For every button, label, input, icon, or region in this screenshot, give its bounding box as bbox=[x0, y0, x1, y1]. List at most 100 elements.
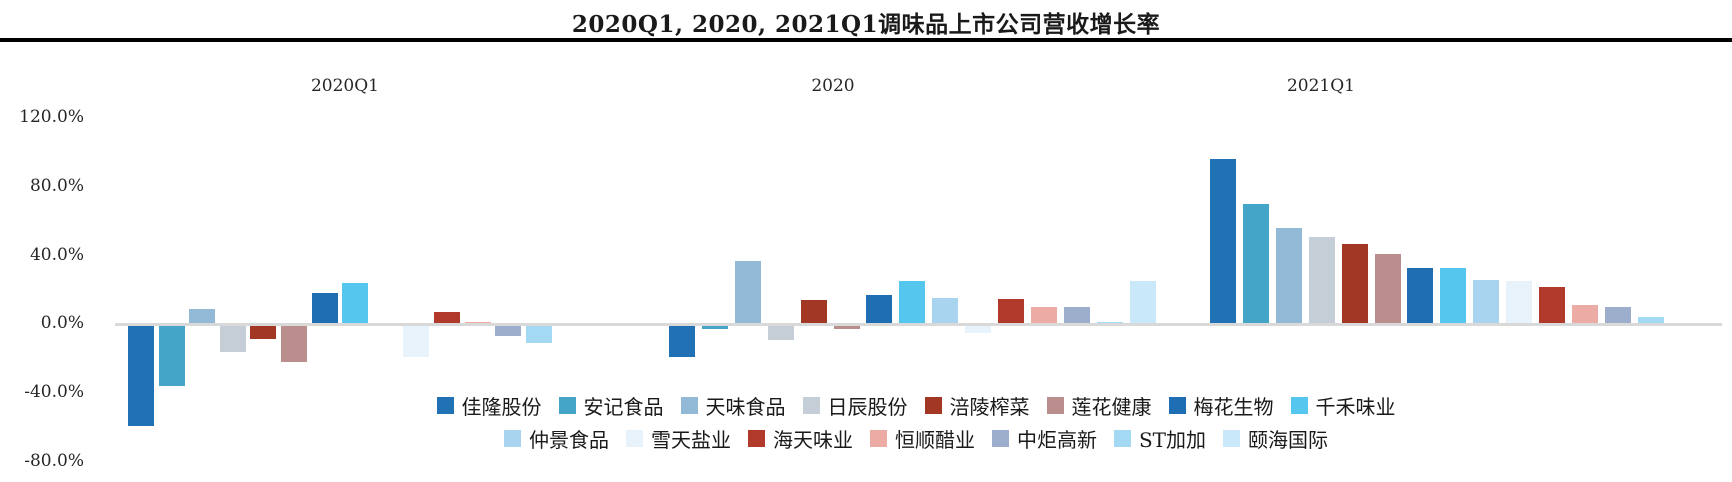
legend-item-佳隆股份: 佳隆股份 bbox=[436, 391, 542, 420]
legend-swatch-icon bbox=[1290, 397, 1308, 414]
bar-2020q1-日辰股份 bbox=[219, 324, 246, 352]
chart-legend: 佳隆股份 安记食品 天味食品 日辰股份 涪陵榨菜 莲花健康 梅花生物 千禾味业仲景食品 雪天盐业… bbox=[130, 389, 1702, 455]
legend-item-莲花健康: 莲花健康 bbox=[1046, 391, 1152, 420]
bar-2021q1-仲景食品 bbox=[1473, 279, 1500, 325]
legend-swatch-icon bbox=[991, 430, 1009, 447]
legend-item-仲景食品: 仲景食品 bbox=[503, 424, 609, 453]
legend-item-日辰股份: 日辰股份 bbox=[802, 391, 908, 420]
bar-2020q1-海天味业 bbox=[434, 312, 460, 325]
legend-swatch-icon bbox=[924, 397, 942, 414]
bar-2020-恒顺醋业 bbox=[1030, 307, 1057, 325]
bar-2021q1-梅花生物 bbox=[1407, 267, 1434, 325]
bar-2021q1-雪天盐业 bbox=[1506, 281, 1533, 325]
y-axis-tick-label: -80.0% bbox=[24, 450, 84, 471]
bar-2020-雪天盐业 bbox=[965, 324, 992, 333]
legend-label: 佳隆股份 bbox=[461, 395, 542, 419]
legend-swatch-icon bbox=[1113, 430, 1131, 447]
legend-label: 梅花生物 bbox=[1193, 395, 1274, 419]
y-axis-tick-label: 120.0% bbox=[19, 107, 84, 128]
bar-2020-仲景食品 bbox=[932, 297, 959, 325]
legend-label: 千禾味业 bbox=[1315, 395, 1396, 419]
legend-swatch-icon bbox=[802, 397, 820, 414]
legend-label: 涪陵榨菜 bbox=[949, 395, 1030, 419]
legend-label: 日辰股份 bbox=[827, 395, 908, 419]
bar-2021q1-中炬高新 bbox=[1604, 307, 1631, 325]
legend-label: 雪天盐业 bbox=[650, 428, 731, 452]
y-axis-tick-label: -40.0% bbox=[24, 382, 84, 402]
y-axis-tick-label: 80.0% bbox=[29, 175, 84, 196]
legend-swatch-icon bbox=[680, 397, 698, 414]
bar-2021q1-安记食品 bbox=[1242, 204, 1269, 325]
legend-item-涪陵榨菜: 涪陵榨菜 bbox=[924, 391, 1030, 420]
legend-label: 天味食品 bbox=[705, 395, 786, 419]
legend-item-千禾味业: 千禾味业 bbox=[1290, 391, 1396, 420]
legend-item-安记食品: 安记食品 bbox=[558, 391, 664, 420]
legend-label: 仲景食品 bbox=[528, 428, 609, 452]
bar-2020-千禾味业 bbox=[899, 281, 926, 325]
legend-swatch-icon bbox=[436, 397, 454, 414]
bar-2020-莲花健康 bbox=[833, 324, 860, 329]
legend-item-ST加加: ST加加 bbox=[1113, 424, 1207, 453]
bar-2020q1-天味食品 bbox=[189, 308, 216, 325]
bar-2021q1-佳隆股份 bbox=[1210, 159, 1236, 325]
bar-2021q1-莲花健康 bbox=[1374, 253, 1401, 325]
legend-swatch-icon bbox=[1046, 397, 1064, 414]
legend-label: ST加加 bbox=[1138, 428, 1207, 452]
bar-2020q1-千禾味业 bbox=[342, 283, 369, 325]
legend-swatch-icon bbox=[558, 397, 576, 414]
page-title: 2020Q1, 2020, 2021Q1调味品上市公司营收增长率 bbox=[571, 11, 1161, 38]
legend-item-海天味业: 海天味业 bbox=[747, 424, 853, 453]
legend-row: 佳隆股份 安记食品 天味食品 日辰股份 涪陵榨菜 莲花健康 梅花生物 千禾味业 bbox=[130, 389, 1702, 422]
legend-row: 仲景食品 雪天盐业 海天味业 恒顺醋业 中炬高新 ST加加 颐海国际 bbox=[130, 422, 1702, 455]
bar-2020q1-梅花生物 bbox=[311, 292, 338, 325]
bar-2021q1-日辰股份 bbox=[1308, 236, 1335, 325]
bar-2020-梅花生物 bbox=[866, 295, 893, 325]
bar-2020q1-莲花健康 bbox=[281, 324, 307, 363]
legend-swatch-icon bbox=[1168, 397, 1186, 414]
legend-item-梅花生物: 梅花生物 bbox=[1168, 391, 1274, 420]
bar-2020-海天味业 bbox=[998, 298, 1024, 325]
bar-2020q1-ST加加 bbox=[525, 324, 552, 344]
title-underline bbox=[0, 38, 1732, 42]
legend-item-恒顺醋业: 恒顺醋业 bbox=[869, 424, 975, 453]
legend-item-中炬高新: 中炬高新 bbox=[991, 424, 1097, 453]
bar-2021q1-涪陵榨菜 bbox=[1341, 243, 1368, 325]
group-label-2020: 2020 bbox=[811, 76, 855, 96]
bar-2020q1-雪天盐业 bbox=[403, 324, 430, 357]
legend-swatch-icon bbox=[747, 430, 765, 447]
legend-item-雪天盐业: 雪天盐业 bbox=[625, 424, 731, 453]
bar-2020q1-涪陵榨菜 bbox=[250, 324, 277, 339]
bar-2021q1-千禾味业 bbox=[1440, 267, 1467, 325]
group-label-2020q1: 2020Q1 bbox=[310, 76, 380, 96]
y-axis-tick-label: 0.0% bbox=[40, 313, 84, 334]
legend-swatch-icon bbox=[869, 430, 887, 447]
group-label-2021q1: 2021Q1 bbox=[1286, 76, 1356, 96]
bar-2021q1-海天味业 bbox=[1539, 286, 1565, 325]
legend-swatch-icon bbox=[1223, 430, 1241, 447]
zero-axis-line bbox=[115, 322, 1722, 326]
bar-2020-安记食品 bbox=[701, 324, 728, 329]
legend-label: 中炬高新 bbox=[1016, 428, 1097, 452]
legend-swatch-icon bbox=[625, 430, 643, 447]
bar-2020-佳隆股份 bbox=[669, 324, 695, 357]
legend-item-天味食品: 天味食品 bbox=[680, 391, 786, 420]
bar-2020-颐海国际 bbox=[1129, 280, 1156, 325]
bar-2020q1-中炬高新 bbox=[495, 324, 522, 337]
bar-2020q1-佳隆股份 bbox=[128, 324, 154, 427]
legend-swatch-icon bbox=[503, 430, 521, 447]
bar-2020q1-安记食品 bbox=[158, 324, 185, 387]
bar-2020-日辰股份 bbox=[767, 324, 794, 340]
bar-2021q1-恒顺醋业 bbox=[1571, 305, 1598, 325]
legend-label: 安记食品 bbox=[583, 395, 664, 419]
legend-label: 颐海国际 bbox=[1248, 428, 1329, 452]
bar-2020-天味食品 bbox=[734, 260, 761, 325]
bar-2021q1-ST加加 bbox=[1637, 317, 1664, 325]
y-axis-tick-label: 40.0% bbox=[29, 244, 84, 265]
legend-label: 莲花健康 bbox=[1071, 395, 1152, 419]
bar-2021q1-天味食品 bbox=[1275, 228, 1302, 325]
legend-label: 海天味业 bbox=[772, 428, 853, 452]
bar-2020-涪陵榨菜 bbox=[800, 300, 827, 325]
bar-2020-中炬高新 bbox=[1063, 307, 1090, 325]
legend-label: 恒顺醋业 bbox=[894, 428, 975, 452]
